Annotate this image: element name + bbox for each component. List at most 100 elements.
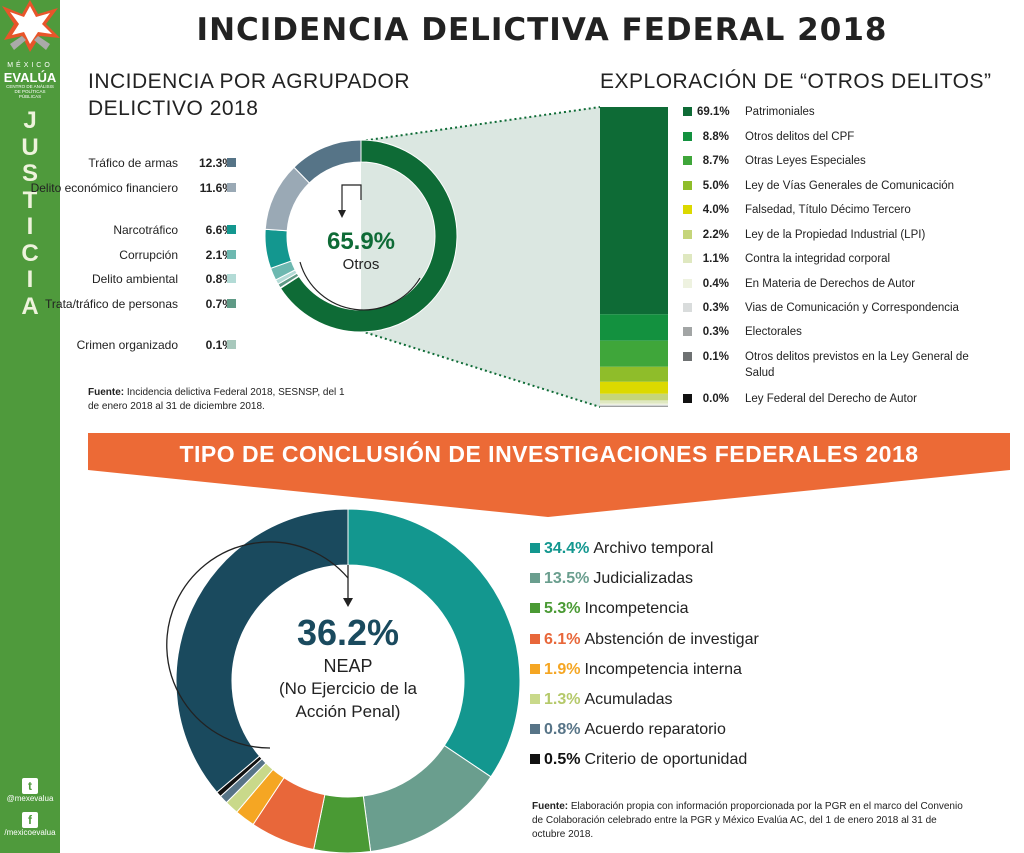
legend-label: Incompetencia interna: [584, 660, 742, 678]
donut1-center-label: Otros: [342, 256, 380, 273]
legend-label: Delito económico financiero: [30, 181, 178, 195]
stacked-bar-segment: [600, 404, 668, 406]
legend-value: 2.2%: [702, 229, 729, 241]
facebook-icon: f: [22, 812, 38, 828]
donut2-center: 36.2% NEAP (No Ejercicio de la Acción Pe…: [248, 612, 448, 723]
bottom-source-note: Fuente: Elaboración propia con informaci…: [532, 801, 963, 840]
legend-value: 6.6%: [205, 223, 233, 237]
legend-swatch: [683, 254, 692, 263]
legend-value: 5.3%: [544, 600, 581, 618]
legend-label: Ley de la Propiedad Industrial (LPI): [745, 229, 926, 241]
legend-value: 0.1%: [205, 338, 233, 352]
donut1-slice: [279, 139, 458, 333]
donut1-slice: [293, 139, 362, 184]
legend-label: Judicializadas: [593, 570, 693, 588]
legend-label: Crimen organizado: [76, 338, 178, 352]
legend-value: 6.1%: [544, 630, 581, 648]
stacked-bar-segment: [600, 314, 668, 341]
left-subtitle: INCIDENCIA POR AGRUPADOR DELICTIVO 2018: [88, 70, 410, 120]
legend-swatch: [530, 724, 540, 735]
legend-swatch: [683, 230, 692, 239]
legend-label: Acuerdo reparatorio: [584, 721, 726, 739]
legend-value: 0.3%: [702, 326, 729, 338]
legend-swatch: [227, 183, 236, 192]
legend-label: Corrupción: [119, 248, 178, 262]
legend-label: Falsedad, Título Décimo Tercero: [745, 204, 911, 216]
twitter-link[interactable]: t @mexevalua: [0, 778, 60, 803]
legend-value: 0.1%: [702, 351, 729, 363]
legend-swatch: [683, 303, 692, 312]
legend-label: En Materia de Derechos de Autor: [745, 278, 916, 290]
legend-value: 0.8%: [205, 272, 233, 286]
donut1-center: 65.9% Otros: [286, 228, 436, 273]
legend-swatch: [530, 573, 540, 584]
donut2-center-value: 36.2%: [296, 612, 400, 653]
arrow-icon: [341, 184, 362, 212]
legend-value: 1.1%: [702, 253, 729, 265]
brand-top: MÉXICO: [7, 62, 53, 69]
legend-value: 8.7%: [702, 155, 729, 167]
legend-label: Electorales: [745, 326, 802, 338]
legend-label: Otras Leyes Especiales: [745, 155, 866, 167]
legend-label: Tráfico de armas: [88, 156, 178, 170]
legend-label: Delito ambiental: [91, 272, 178, 286]
legend-swatch: [227, 225, 236, 234]
donut1-center-value: 65.9%: [326, 228, 396, 255]
stacked-bar-segment: [600, 400, 668, 404]
legend-swatch: [530, 543, 540, 553]
legend-label: Narcotráfico: [113, 223, 178, 237]
legend-swatch: [530, 754, 540, 765]
legend-swatch: [683, 327, 692, 336]
legend-label: Trata/tráfico de personas: [45, 297, 178, 311]
legend-value: 11.6%: [199, 181, 233, 195]
legend-label: Otros delitos del CPF: [745, 131, 855, 143]
legend-value: 4.0%: [702, 204, 729, 216]
brand-sub: CENTRO DE ANÁLISIS DE POLÍTICAS PÚBLICAS: [6, 84, 54, 99]
brand-name: EVALÚA: [3, 70, 57, 85]
legend-value: 1.9%: [544, 660, 581, 678]
legend-swatch: [530, 694, 540, 704]
legend-label: Acumuladas: [584, 691, 673, 708]
legend-label: Archivo temporal: [593, 540, 714, 557]
legend-value: 0.0%: [702, 393, 729, 405]
legend-label: Otros delitos previstos en la Ley Genera…: [745, 351, 969, 379]
twitter-icon: t: [22, 778, 38, 794]
legend-value: 12.3%: [198, 156, 233, 170]
legend-value: 34.4%: [544, 540, 590, 557]
legend-label: Incompetencia: [584, 600, 689, 618]
legend-value: 0.8%: [544, 721, 581, 739]
legend-value: 8.8%: [702, 131, 729, 143]
stacked-bar-segment: [600, 381, 668, 394]
legend-label: Patrimoniales: [745, 106, 815, 118]
stacked-bar-segment: [600, 403, 668, 405]
legend-swatch: [530, 603, 540, 614]
legend-swatch: [530, 663, 540, 674]
legend-swatch: [683, 181, 692, 190]
facebook-link[interactable]: f/mexicoevalua: [0, 812, 60, 837]
legend-item: 34.4% Archivo temporal: [530, 539, 713, 559]
stacked-bar-segment: [600, 405, 668, 407]
legend-swatch: [227, 250, 236, 259]
legend-item: 0.8% Acuerdo reparatorio: [530, 720, 726, 740]
legend-swatch: [530, 633, 540, 644]
legend-item: 0.5% Criterio de oportunidad: [530, 750, 747, 770]
donut2-slice: [347, 508, 521, 778]
legend-label: Criterio de oportunidad: [584, 751, 748, 769]
page-title: INCIDENCIA DELICTIVA FEDERAL 2018: [196, 12, 888, 48]
legend-value: 13.5%: [544, 570, 590, 588]
legend-swatch: [227, 274, 236, 283]
legend-value: 5.0%: [702, 180, 729, 192]
legend-item: 1.3% Acumuladas: [530, 690, 673, 710]
facebook-handle: /mexicoevalua: [4, 828, 56, 837]
legend-label: Vias de Comunicación y Correspondencia: [745, 302, 959, 314]
legend-item: 5.3% Incompetencia: [530, 599, 689, 619]
legend-swatch: [683, 107, 692, 116]
legend-value: 69.1%: [697, 106, 730, 118]
donut2-center-sub: (No Ejercicio de la Acción Penal): [279, 679, 417, 721]
legend-swatch: [683, 205, 692, 214]
twitter-handle: @mexevalua: [6, 794, 54, 803]
stacked-bar-segment: [600, 340, 668, 367]
legend-swatch: [227, 340, 236, 349]
